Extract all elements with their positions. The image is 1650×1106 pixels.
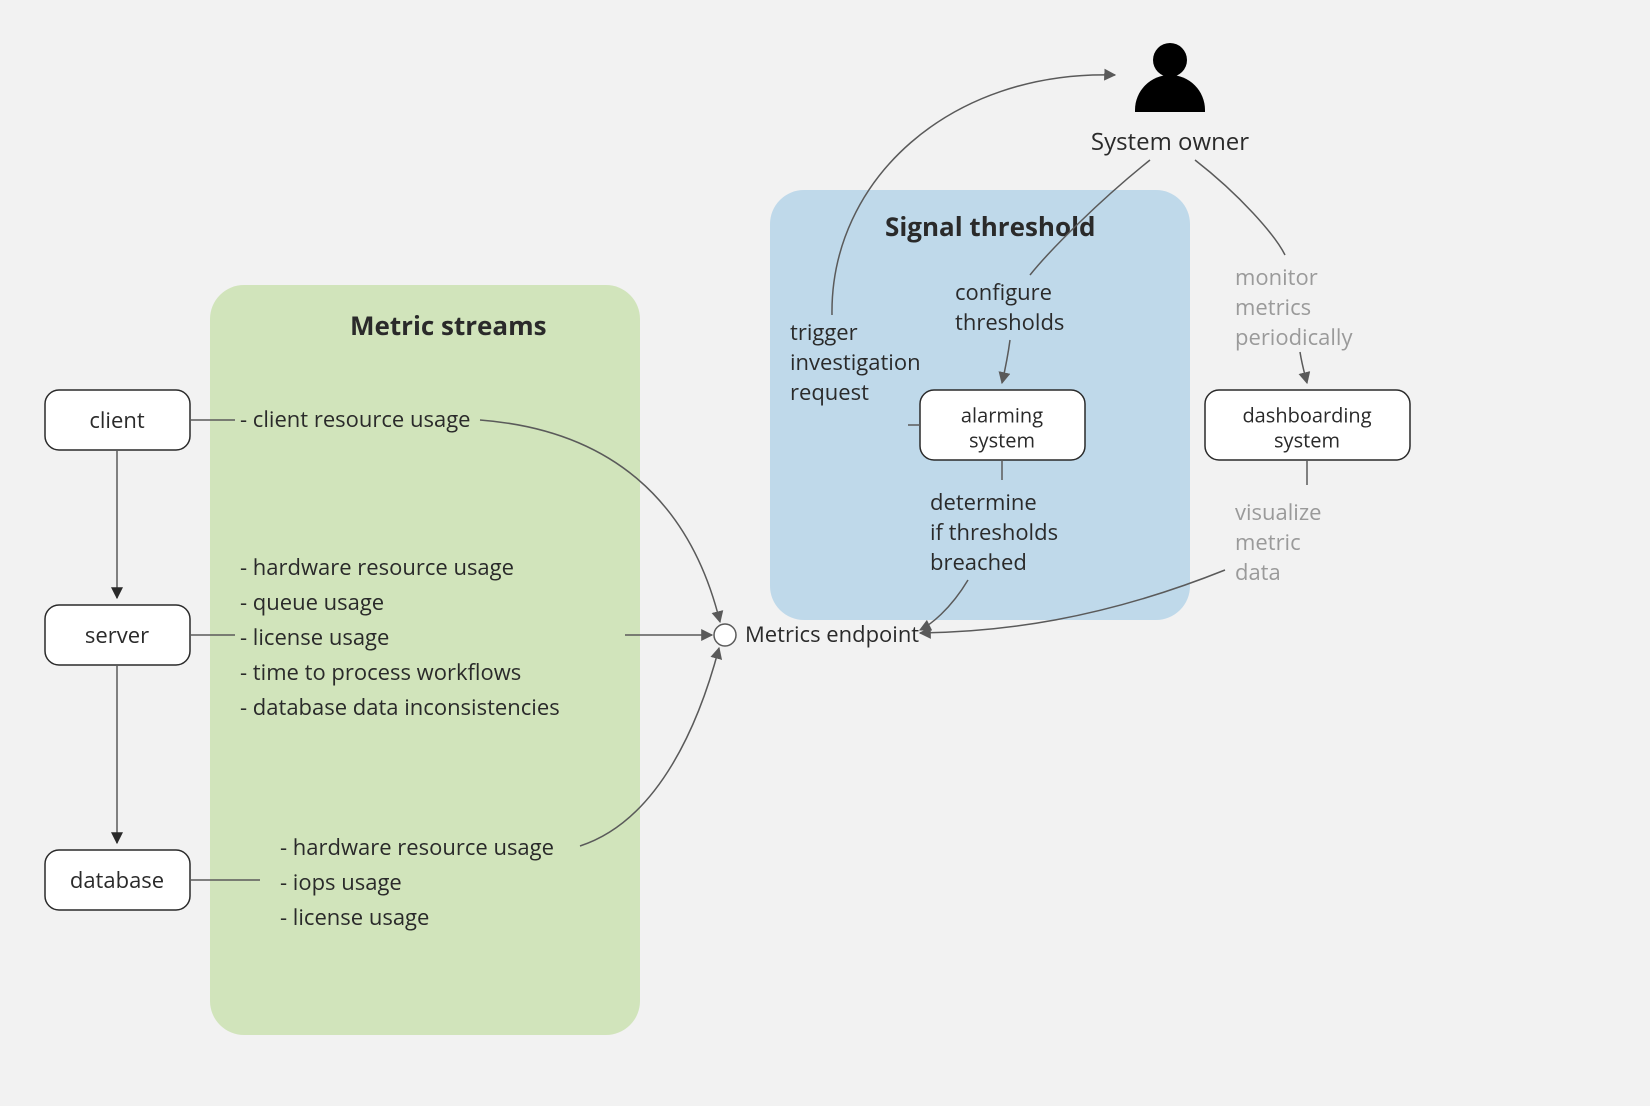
dashboarding-system-node: dashboarding system [1205,390,1410,460]
server-node: server [45,605,190,665]
svg-text:dashboarding: dashboarding [1242,401,1371,428]
database-node: database [45,850,190,910]
svg-text:if thresholds: if thresholds [930,517,1058,547]
svg-text:visualize: visualize [1235,497,1322,527]
svg-text:- client resource usage: - client resource usage [240,404,471,434]
svg-text:- hardware resource usage: - hardware resource usage [240,552,514,582]
svg-text:system: system [969,426,1035,453]
svg-text:periodically: periodically [1235,322,1353,352]
svg-text:- database data inconsistencie: - database data inconsistencies [240,692,560,722]
svg-text:alarming: alarming [961,401,1043,428]
svg-text:breached: breached [930,547,1027,577]
svg-text:server: server [85,620,149,650]
edge-owner-monitor [1195,160,1285,255]
metrics-endpoint-label: Metrics endpoint [745,619,919,649]
svg-text:metric: metric [1235,527,1301,557]
svg-text:database: database [70,865,164,895]
monitor-metrics-label: monitor metrics periodically [1235,262,1353,352]
svg-text:data: data [1235,557,1281,587]
client-metrics-list: - client resource usage [240,404,471,434]
svg-text:- queue usage: - queue usage [240,587,384,617]
svg-text:- time to process workflows: - time to process workflows [240,657,521,687]
person-icon [1153,43,1187,77]
alarming-system-node: alarming system [920,390,1085,460]
svg-text:- iops usage: - iops usage [280,867,402,897]
system-owner-actor [1135,43,1205,112]
svg-text:- license usage: - license usage [240,622,389,652]
svg-text:trigger: trigger [790,317,858,347]
svg-text:- license usage: - license usage [280,902,429,932]
architecture-diagram: Metric streams Signal threshold client s… [0,0,1650,1106]
svg-text:determine: determine [930,487,1037,517]
client-node: client [45,390,190,450]
metric-streams-title: Metric streams [350,307,547,343]
edge-monitor-dashboarding [1300,352,1307,383]
svg-text:system: system [1274,426,1340,453]
svg-text:thresholds: thresholds [955,307,1064,337]
svg-text:client: client [89,405,144,435]
svg-text:configure: configure [955,277,1052,307]
visualize-metric-label: visualize metric data [1235,497,1322,587]
system-owner-label: System owner [1091,125,1249,158]
svg-text:investigation: investigation [790,347,921,377]
svg-text:- hardware resource usage: - hardware resource usage [280,832,554,862]
svg-text:metrics: metrics [1235,292,1311,322]
metrics-endpoint-node [714,624,736,646]
svg-text:monitor: monitor [1235,262,1318,292]
configure-thresholds-label: configure thresholds [955,277,1064,337]
svg-text:request: request [790,377,869,407]
